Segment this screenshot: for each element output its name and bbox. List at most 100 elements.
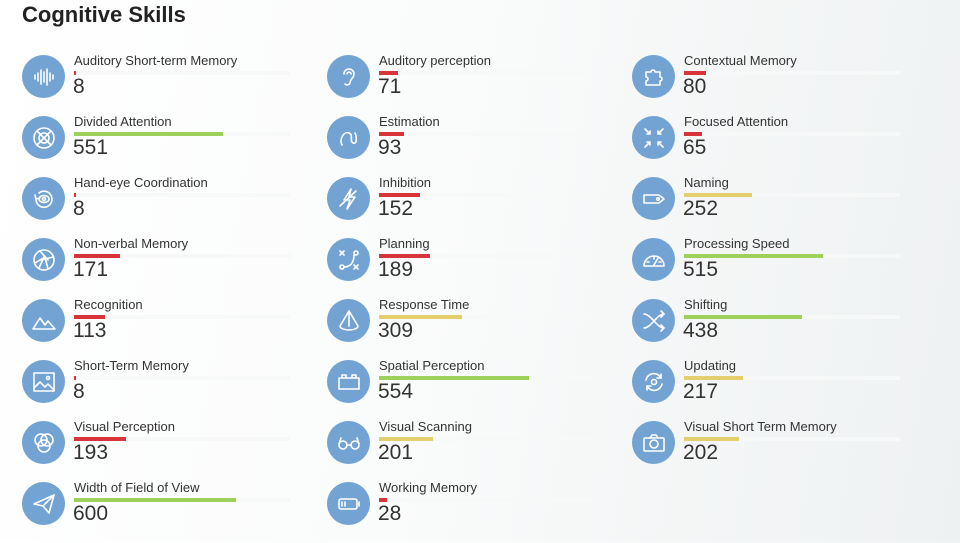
skill-value: 8 (73, 75, 85, 98)
skill-item: Width of Field of View 600 (22, 480, 327, 543)
skill-progress-fill (684, 376, 743, 380)
skill-label: Estimation (379, 114, 440, 129)
skill-progress-fill (684, 193, 753, 197)
skill-progress-bar (379, 376, 595, 380)
skill-value: 80 (683, 75, 707, 98)
skill-item: Contextual Memory 80 (632, 53, 937, 116)
paper-plane-icon (22, 482, 65, 525)
skill-item: Response Time 309 (327, 297, 632, 360)
skill-value: 201 (378, 441, 414, 464)
skill-progress-bar (379, 132, 595, 136)
skill-value: 193 (73, 441, 109, 464)
shuffle-arrows-icon (632, 299, 675, 342)
skill-progress-bar (379, 498, 595, 502)
skill-progress-bar (74, 132, 290, 136)
skill-progress-bar (74, 193, 290, 197)
skill-progress-bar (684, 193, 900, 197)
skill-item: Inhibition 152 (327, 175, 632, 238)
curve-icon (327, 116, 370, 159)
skill-label: Naming (684, 175, 729, 190)
focus-arrows-icon (632, 116, 675, 159)
skill-progress-bar (684, 315, 900, 319)
ear-icon (327, 55, 370, 98)
skill-label: Updating (684, 358, 737, 373)
skill-label: Response Time (379, 297, 470, 312)
skill-progress-bar (74, 498, 290, 502)
skill-label: Working Memory (379, 480, 478, 495)
skill-label: Visual Perception (74, 419, 175, 434)
skill-item: Spatial Perception 554 (327, 358, 632, 421)
skill-label: Shifting (684, 297, 728, 312)
skill-progress-fill (74, 254, 121, 258)
rotate-eye-icon (22, 177, 65, 220)
camera-icon (632, 421, 675, 464)
skill-label: Non-verbal Memory (74, 236, 189, 251)
skill-value: 28 (378, 502, 402, 525)
skill-label: Visual Scanning (379, 419, 472, 434)
skill-item: Processing Speed 515 (632, 236, 937, 299)
battery-icon (327, 482, 370, 525)
skill-value: 600 (73, 502, 109, 525)
aperture-icon (22, 238, 65, 281)
skill-progress-fill (74, 437, 127, 441)
skill-progress-bar (379, 437, 595, 441)
skill-label: Width of Field of View (74, 480, 200, 495)
skill-value: 309 (378, 319, 414, 342)
skill-item: Recognition 113 (22, 297, 327, 360)
skill-progress-fill (379, 132, 405, 136)
plan-icon (327, 238, 370, 281)
skill-label: Visual Short Term Memory (684, 419, 837, 434)
skill-label: Inhibition (379, 175, 432, 190)
page-title: Cognitive Skills (22, 2, 186, 27)
skill-progress-bar (684, 437, 900, 441)
block-icon (327, 360, 370, 403)
skill-progress-bar (684, 132, 900, 136)
skill-progress-fill (74, 376, 77, 380)
cone-icon (327, 299, 370, 342)
skill-value: 217 (683, 380, 719, 403)
skill-value: 93 (378, 136, 402, 159)
skill-progress-fill (74, 71, 77, 75)
refresh-eye-icon (632, 360, 675, 403)
skill-progress-bar (684, 376, 900, 380)
skill-item: Visual Perception 193 (22, 419, 327, 482)
skill-item: Non-verbal Memory 171 (22, 236, 327, 299)
skill-value: 8 (73, 380, 85, 403)
skill-item: Divided Attention 551 (22, 114, 327, 177)
skill-progress-bar (379, 315, 595, 319)
skill-value: 152 (378, 197, 414, 220)
skill-progress-fill (684, 437, 739, 441)
skill-item: Estimation 93 (327, 114, 632, 177)
skill-progress-bar (74, 254, 290, 258)
tag-icon (632, 177, 675, 220)
skill-value: 113 (73, 319, 107, 342)
mountains-icon (22, 299, 65, 342)
skill-label: Spatial Perception (379, 358, 485, 373)
skill-value: 171 (73, 258, 109, 281)
skill-progress-fill (684, 132, 702, 136)
skill-label: Contextual Memory (684, 53, 797, 68)
skill-progress-fill (379, 254, 431, 258)
skill-item: Focused Attention 65 (632, 114, 937, 177)
skill-progress-bar (684, 254, 900, 258)
skill-value: 189 (378, 258, 414, 281)
skill-item: Working Memory 28 (327, 480, 632, 543)
skill-item: Updating 217 (632, 358, 937, 421)
skill-progress-bar (379, 71, 595, 75)
skill-label: Hand-eye Coordination (74, 175, 208, 190)
skill-progress-bar (74, 315, 290, 319)
crosshair-icon (22, 116, 65, 159)
skill-progress-bar (74, 437, 290, 441)
skill-label: Recognition (74, 297, 143, 312)
skill-value: 252 (683, 197, 719, 220)
skill-progress-fill (379, 315, 463, 319)
skill-progress-fill (684, 254, 824, 258)
skill-item: Shifting 438 (632, 297, 937, 360)
skill-progress-fill (74, 498, 236, 502)
skill-value: 65 (683, 136, 707, 159)
skill-item: Planning 189 (327, 236, 632, 299)
sound-wave-icon (22, 55, 65, 98)
skill-label: Auditory Short-term Memory (74, 53, 238, 68)
skill-label: Auditory perception (379, 53, 492, 68)
skill-label: Planning (379, 236, 430, 251)
